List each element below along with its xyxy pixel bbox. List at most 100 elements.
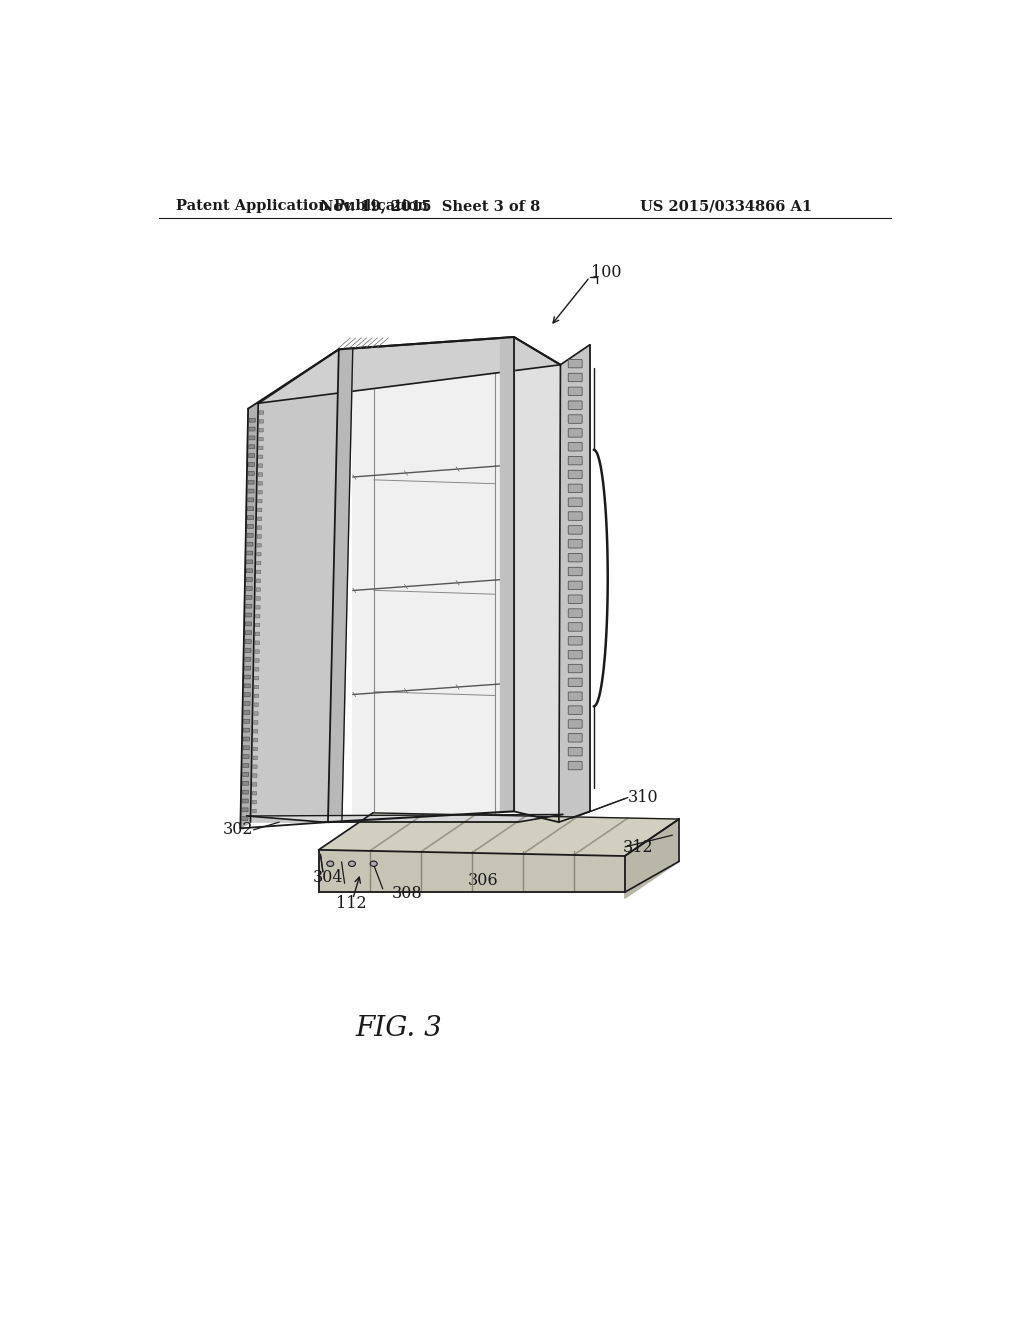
- FancyBboxPatch shape: [568, 525, 583, 535]
- Polygon shape: [318, 813, 679, 855]
- FancyBboxPatch shape: [243, 763, 249, 767]
- Text: Patent Application Publication: Patent Application Publication: [176, 199, 428, 213]
- Polygon shape: [258, 337, 560, 404]
- FancyBboxPatch shape: [259, 437, 263, 441]
- FancyBboxPatch shape: [243, 772, 249, 776]
- FancyBboxPatch shape: [249, 418, 255, 422]
- FancyBboxPatch shape: [253, 747, 257, 751]
- FancyBboxPatch shape: [568, 609, 583, 618]
- FancyBboxPatch shape: [568, 568, 583, 576]
- FancyBboxPatch shape: [254, 730, 258, 733]
- FancyBboxPatch shape: [568, 484, 583, 492]
- FancyBboxPatch shape: [568, 457, 583, 465]
- FancyBboxPatch shape: [255, 668, 259, 671]
- FancyBboxPatch shape: [248, 490, 254, 492]
- FancyBboxPatch shape: [259, 429, 263, 432]
- FancyBboxPatch shape: [253, 774, 257, 777]
- FancyBboxPatch shape: [248, 480, 254, 484]
- FancyBboxPatch shape: [253, 764, 257, 768]
- Text: 302: 302: [223, 821, 254, 838]
- FancyBboxPatch shape: [568, 401, 583, 409]
- FancyBboxPatch shape: [257, 544, 261, 546]
- FancyBboxPatch shape: [245, 657, 251, 661]
- FancyBboxPatch shape: [243, 746, 249, 750]
- FancyBboxPatch shape: [253, 783, 257, 787]
- FancyBboxPatch shape: [256, 587, 260, 591]
- FancyBboxPatch shape: [253, 756, 257, 759]
- FancyBboxPatch shape: [246, 578, 252, 582]
- Polygon shape: [352, 337, 510, 822]
- Polygon shape: [560, 345, 590, 822]
- Polygon shape: [500, 337, 514, 812]
- FancyBboxPatch shape: [242, 817, 248, 821]
- Ellipse shape: [348, 861, 355, 866]
- FancyBboxPatch shape: [245, 640, 251, 644]
- FancyBboxPatch shape: [254, 694, 258, 698]
- FancyBboxPatch shape: [249, 445, 255, 449]
- FancyBboxPatch shape: [254, 721, 258, 725]
- FancyBboxPatch shape: [249, 436, 255, 440]
- FancyBboxPatch shape: [245, 667, 251, 671]
- FancyBboxPatch shape: [568, 553, 583, 562]
- FancyBboxPatch shape: [243, 781, 249, 785]
- FancyBboxPatch shape: [257, 517, 262, 520]
- FancyBboxPatch shape: [257, 525, 261, 529]
- FancyBboxPatch shape: [568, 747, 583, 756]
- FancyBboxPatch shape: [259, 446, 263, 450]
- FancyBboxPatch shape: [244, 710, 250, 714]
- Polygon shape: [514, 337, 560, 822]
- FancyBboxPatch shape: [568, 498, 583, 507]
- Text: US 2015/0334866 A1: US 2015/0334866 A1: [640, 199, 812, 213]
- FancyBboxPatch shape: [245, 631, 251, 635]
- FancyBboxPatch shape: [242, 799, 248, 803]
- FancyBboxPatch shape: [247, 543, 253, 546]
- FancyBboxPatch shape: [252, 800, 256, 804]
- FancyBboxPatch shape: [568, 664, 583, 673]
- FancyBboxPatch shape: [246, 595, 252, 599]
- FancyBboxPatch shape: [254, 711, 258, 715]
- FancyBboxPatch shape: [248, 462, 254, 466]
- FancyBboxPatch shape: [568, 540, 583, 548]
- FancyBboxPatch shape: [249, 454, 255, 458]
- Polygon shape: [247, 814, 563, 822]
- FancyBboxPatch shape: [247, 516, 254, 520]
- FancyBboxPatch shape: [568, 414, 583, 424]
- FancyBboxPatch shape: [253, 738, 258, 742]
- Polygon shape: [318, 850, 625, 892]
- FancyBboxPatch shape: [568, 359, 583, 368]
- FancyBboxPatch shape: [256, 614, 260, 618]
- FancyBboxPatch shape: [568, 470, 583, 479]
- FancyBboxPatch shape: [247, 552, 253, 554]
- FancyBboxPatch shape: [257, 561, 261, 565]
- FancyBboxPatch shape: [244, 719, 250, 723]
- FancyBboxPatch shape: [247, 560, 253, 564]
- FancyBboxPatch shape: [245, 648, 251, 652]
- FancyBboxPatch shape: [255, 623, 260, 627]
- Text: Nov. 19, 2015  Sheet 3 of 8: Nov. 19, 2015 Sheet 3 of 8: [321, 199, 541, 213]
- FancyBboxPatch shape: [246, 612, 252, 616]
- FancyBboxPatch shape: [244, 729, 250, 733]
- Polygon shape: [362, 355, 499, 820]
- FancyBboxPatch shape: [568, 512, 583, 520]
- FancyBboxPatch shape: [259, 411, 264, 414]
- Polygon shape: [241, 404, 258, 829]
- FancyBboxPatch shape: [244, 702, 250, 705]
- FancyBboxPatch shape: [255, 659, 259, 663]
- FancyBboxPatch shape: [246, 605, 252, 609]
- FancyBboxPatch shape: [568, 651, 583, 659]
- FancyBboxPatch shape: [256, 570, 261, 574]
- FancyBboxPatch shape: [247, 569, 253, 573]
- FancyBboxPatch shape: [568, 762, 583, 770]
- Text: FIG. 3: FIG. 3: [356, 1015, 442, 1041]
- FancyBboxPatch shape: [255, 642, 259, 644]
- Text: 312: 312: [623, 840, 653, 857]
- FancyBboxPatch shape: [252, 792, 257, 795]
- FancyBboxPatch shape: [254, 704, 258, 706]
- FancyBboxPatch shape: [257, 535, 261, 539]
- FancyBboxPatch shape: [568, 734, 583, 742]
- Ellipse shape: [371, 861, 377, 866]
- FancyBboxPatch shape: [568, 595, 583, 603]
- FancyBboxPatch shape: [258, 463, 263, 467]
- FancyBboxPatch shape: [568, 623, 583, 631]
- FancyBboxPatch shape: [258, 455, 263, 458]
